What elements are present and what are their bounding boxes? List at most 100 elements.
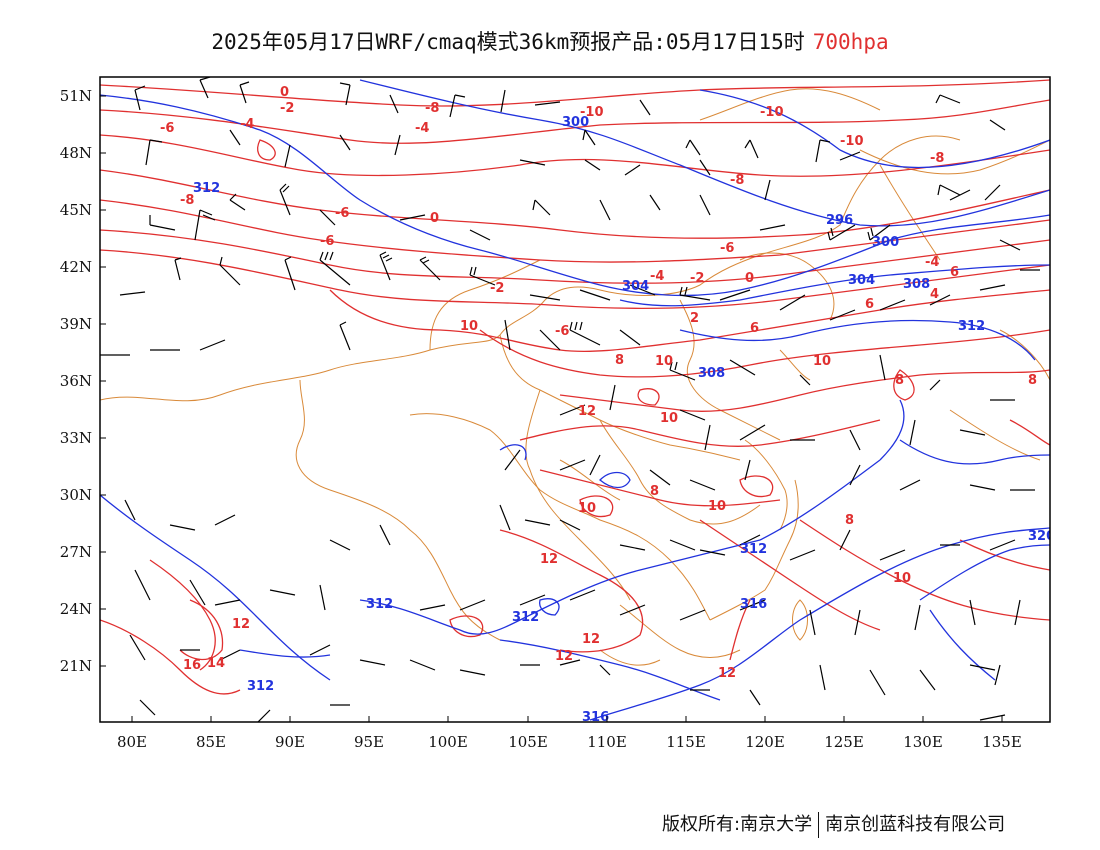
temp-label: -6 xyxy=(720,241,734,256)
temp-label: -8 xyxy=(180,193,194,208)
height-label: 300 xyxy=(872,235,899,250)
temp-label: -6 xyxy=(320,234,334,249)
lon-tick-label: 130E xyxy=(903,733,943,751)
wind-barbs xyxy=(100,77,1040,722)
temp-label: 6 xyxy=(750,321,759,336)
temp-label: -10 xyxy=(840,134,864,149)
temp-label: 12 xyxy=(232,617,250,632)
temp-label: -6 xyxy=(335,206,349,221)
lon-tick-label: 120E xyxy=(745,733,785,751)
lon-tick-label: 95E xyxy=(354,733,384,751)
lat-tick-label: 21N xyxy=(60,657,92,675)
lon-tick-label: 110E xyxy=(587,733,627,751)
height-label: 312 xyxy=(512,610,539,625)
temp-label: 10 xyxy=(655,354,673,369)
lat-tick-label: 39N xyxy=(60,315,92,333)
temp-label: -4 xyxy=(415,121,429,136)
temp-label: 12 xyxy=(718,666,736,681)
lat-axis xyxy=(100,95,106,667)
height-label: 312 xyxy=(740,542,767,557)
lat-tick-label: 48N xyxy=(60,144,92,162)
temp-label: 2 xyxy=(690,311,699,326)
temp-label: 16 xyxy=(183,658,201,673)
height-label: 304 xyxy=(622,279,649,294)
height-label: 312 xyxy=(366,597,393,612)
temp-label: 10 xyxy=(708,499,726,514)
temp-label: 10 xyxy=(813,354,831,369)
lon-tick-labels: 80E 85E 90E 95E 100E 105E 110E 115E 120E… xyxy=(117,733,1022,751)
height-label: 316 xyxy=(740,597,767,612)
temp-label: -4 xyxy=(925,255,939,270)
copyright-text: 版权所有:南京大学 xyxy=(662,814,813,835)
temp-label: 12 xyxy=(540,552,558,567)
temp-label: 14 xyxy=(207,656,225,671)
lon-tick-label: 100E xyxy=(428,733,468,751)
temp-label: 0 xyxy=(430,211,439,226)
lat-tick-label: 36N xyxy=(60,372,92,390)
temp-label: 6 xyxy=(865,297,874,312)
height-label: 316 xyxy=(582,710,609,725)
temp-label: 10 xyxy=(660,411,678,426)
lat-tick-label: 51N xyxy=(60,87,92,105)
lon-axis xyxy=(131,716,1003,722)
height-label: 312 xyxy=(193,181,220,196)
temp-label: 12 xyxy=(555,649,573,664)
temp-label: -4 xyxy=(650,269,664,284)
temp-label: -8 xyxy=(930,151,944,166)
height-label: 312 xyxy=(247,679,274,694)
height-label: 320 xyxy=(1028,529,1055,544)
company-name: 南京创蓝科技有限公司 xyxy=(825,814,1006,835)
temp-label: -2 xyxy=(490,281,504,296)
temp-label: -4 xyxy=(240,117,254,132)
copyright-footer: 版权所有:南京大学 南京创蓝科技有限公司 xyxy=(662,810,1005,838)
weather-map: -10 -10 -10 -8 -8 -8 -6 -6 -6 -6 -4 -4 -… xyxy=(60,76,1055,751)
height-label: 296 xyxy=(826,213,853,228)
height-labels: 300 312 296 300 304 308 304 308 312 312 … xyxy=(193,115,1055,725)
temp-label: 12 xyxy=(578,404,596,419)
lon-tick-label: 105E xyxy=(508,733,548,751)
lat-tick-label: 27N xyxy=(60,543,92,561)
lat-tick-label: 42N xyxy=(60,258,92,276)
temp-label: -2 xyxy=(690,271,704,286)
temp-label: -2 xyxy=(280,101,294,116)
temp-label: -8 xyxy=(730,173,744,188)
height-label: 308 xyxy=(698,366,725,381)
temp-label: 0 xyxy=(745,271,754,286)
footer-divider xyxy=(818,812,820,838)
height-label: 308 xyxy=(903,277,930,292)
lat-tick-labels: 51N 48N 45N 42N 39N 36N 33N 30N 27N 24N … xyxy=(60,87,92,675)
height-contours xyxy=(100,79,1050,721)
temp-label: -6 xyxy=(160,121,174,136)
boundary-lines xyxy=(100,88,1050,666)
temp-label: -10 xyxy=(760,105,784,120)
lon-tick-label: 80E xyxy=(117,733,147,751)
temp-label: 8 xyxy=(895,373,904,388)
map-title: 2025年05月17日WRF/cmaq模式36km预报产品:05月17日15时 7… xyxy=(0,26,1100,56)
height-label: 304 xyxy=(848,273,875,288)
temp-label: 8 xyxy=(650,484,659,499)
temperature-isotherms xyxy=(100,79,1050,695)
temp-label: 8 xyxy=(615,353,624,368)
pressure-level: 700hpa xyxy=(812,30,889,54)
lon-tick-label: 115E xyxy=(666,733,706,751)
lat-tick-label: 30N xyxy=(60,486,92,504)
temp-label: -8 xyxy=(425,101,439,116)
lat-tick-label: 45N xyxy=(60,201,92,219)
temp-label: 8 xyxy=(1028,373,1037,388)
temperature-labels: -10 -10 -10 -8 -8 -8 -6 -6 -6 -6 -4 -4 -… xyxy=(160,85,1037,681)
temp-label: -10 xyxy=(580,105,604,120)
temp-label: 10 xyxy=(460,319,478,334)
temp-label: 4 xyxy=(930,287,939,302)
temp-label: 12 xyxy=(582,632,600,647)
lon-tick-label: 135E xyxy=(982,733,1022,751)
temp-label: -6 xyxy=(555,324,569,339)
temp-label: 10 xyxy=(893,571,911,586)
temp-label: 0 xyxy=(280,85,289,100)
lat-tick-label: 24N xyxy=(60,600,92,618)
temp-label: 6 xyxy=(950,265,959,280)
height-label: 312 xyxy=(958,319,985,334)
lon-tick-label: 90E xyxy=(275,733,305,751)
plot-frame xyxy=(99,76,1051,723)
temp-label: 8 xyxy=(845,513,854,528)
lat-tick-label: 33N xyxy=(60,429,92,447)
